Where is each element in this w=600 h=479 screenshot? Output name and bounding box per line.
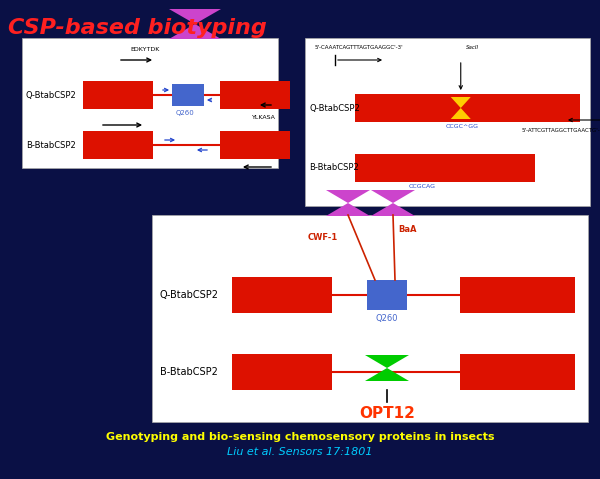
Text: SacII: SacII <box>466 45 479 50</box>
Text: Q-BtabCSP2: Q-BtabCSP2 <box>160 290 219 300</box>
Text: Q260: Q260 <box>176 110 195 116</box>
Text: Liu et al. Sensors 17:1801: Liu et al. Sensors 17:1801 <box>227 447 373 457</box>
Text: CCGCAG: CCGCAG <box>409 184 436 189</box>
Bar <box>152 215 588 422</box>
Text: Q-BtabCSP2: Q-BtabCSP2 <box>309 103 360 113</box>
Bar <box>305 38 590 206</box>
Bar <box>83 81 153 109</box>
Polygon shape <box>371 190 415 203</box>
Text: B-BtabCSP2: B-BtabCSP2 <box>309 163 359 172</box>
Bar <box>460 277 575 313</box>
Polygon shape <box>169 24 221 39</box>
Bar <box>172 84 204 106</box>
Polygon shape <box>365 368 409 381</box>
Bar <box>355 154 535 182</box>
Bar <box>367 280 407 310</box>
Polygon shape <box>326 203 370 216</box>
Text: CSP-based biotyping: CSP-based biotyping <box>8 18 267 38</box>
Text: CWF-1: CWF-1 <box>308 233 338 242</box>
Polygon shape <box>169 9 221 24</box>
Bar <box>83 131 153 159</box>
Bar <box>220 131 290 159</box>
Polygon shape <box>451 108 471 119</box>
Text: B-BtabCSP2: B-BtabCSP2 <box>26 140 76 149</box>
Text: 5'-CAAATCAGTTTAGTGAAGGC'-3': 5'-CAAATCAGTTTAGTGAAGGC'-3' <box>315 45 404 50</box>
Polygon shape <box>326 190 370 203</box>
Polygon shape <box>451 97 471 108</box>
Text: Genotyping and bio-sensing chemosensory proteins in insects: Genotyping and bio-sensing chemosensory … <box>106 432 494 442</box>
Text: B-BtabCSP2: B-BtabCSP2 <box>160 367 218 377</box>
Text: OPT12: OPT12 <box>359 406 415 421</box>
Text: EDKYTDK: EDKYTDK <box>130 47 160 52</box>
Bar <box>355 94 580 122</box>
Polygon shape <box>365 355 409 368</box>
Bar <box>460 354 575 390</box>
Polygon shape <box>371 203 415 216</box>
Bar <box>220 81 290 109</box>
Text: CCGC^GG: CCGC^GG <box>446 124 479 129</box>
Text: BaA: BaA <box>398 225 416 234</box>
Text: Q260: Q260 <box>376 314 398 323</box>
Bar <box>22 38 278 168</box>
Bar <box>232 277 332 313</box>
Text: 5'-ATTCGTTAGGCTTGAACTG'-3': 5'-ATTCGTTAGGCTTGAACTG'-3' <box>521 128 600 133</box>
Text: Q-BtabCSP2: Q-BtabCSP2 <box>26 91 77 100</box>
Bar <box>232 354 332 390</box>
Text: YLKASA: YLKASA <box>252 115 276 120</box>
